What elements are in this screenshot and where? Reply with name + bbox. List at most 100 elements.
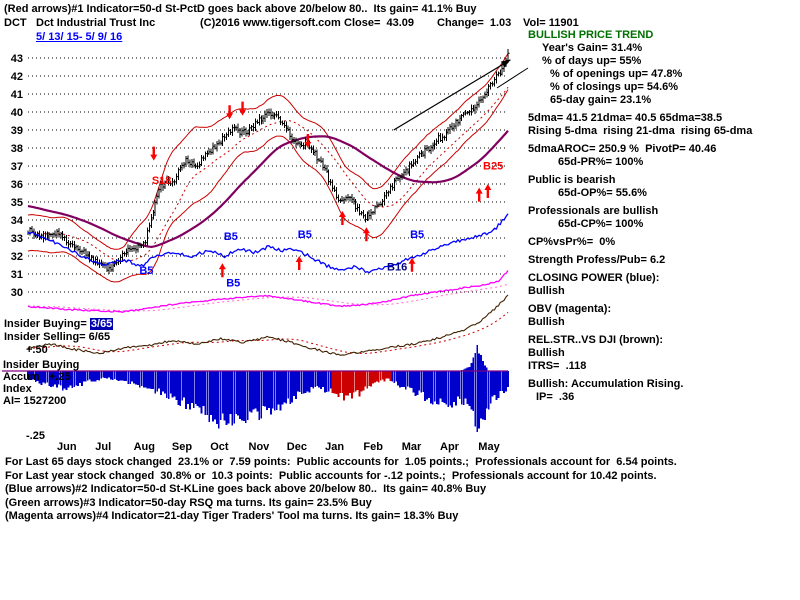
buy-arrow-icon [475, 187, 483, 202]
signal-label: B16 [387, 261, 407, 273]
right-panel-line: Bullish: Accumulation Rising. [528, 378, 684, 390]
right-panel-line: Bullish [528, 285, 565, 297]
buy-arrow-icon [484, 184, 492, 198]
buy-arrow-icon [295, 256, 303, 270]
x-month-label: Sep [172, 441, 192, 453]
right-panel-line: 5dmaAROC= 250.9 % PivotP= 40.46 [528, 143, 717, 155]
y-tick-label: 33 [11, 233, 23, 245]
annotation-pointer-line [496, 67, 529, 89]
insider-selling-line: Insider Selling= 6/65 [4, 331, 111, 343]
signal-label: B5 [298, 229, 312, 241]
company-name: Dct Industrial Trust Inc [36, 17, 156, 29]
signal-label: B5 [226, 278, 240, 290]
right-panel-line: 65d-OP%= 55.6% [558, 187, 647, 199]
bottom-summary-line: (Magenta arrows)#4 Indicator=21-day Tige… [5, 510, 459, 522]
right-panel-line: 5dma= 41.5 21dma= 40.5 65dma=38.5 [528, 112, 723, 124]
close-value: Close= 43.09 [344, 17, 415, 29]
right-panel: BULLISH PRICE TREND Year's Gain= 31.4%% o… [528, 29, 799, 404]
right-panel-line: % of openings up= 47.8% [550, 68, 683, 80]
signal-label: B5 [410, 229, 424, 241]
insider-buying-label: Insider Buying= [4, 318, 90, 330]
sell-arrow-icon [239, 101, 247, 116]
date-range-link[interactable]: 5/ 13/ 15- 5/ 9/ 16 [36, 31, 123, 43]
sell-arrow-icon [226, 105, 234, 120]
ai-histogram-distribution [331, 371, 392, 401]
bottom-summary: For Last 65 days stock changed 23.1% or … [5, 456, 677, 524]
y-tick-label: 36 [11, 179, 23, 191]
right-panel-line: Bullish [528, 347, 565, 359]
right-panel-line: Bullish [528, 316, 565, 328]
closing-power-line [27, 213, 509, 274]
x-month-label: Jul [95, 441, 111, 453]
ai-histogram-accumulation [27, 344, 509, 432]
ai-scale-minus25: -.25 [26, 430, 45, 442]
y-tick-label: 34 [11, 215, 24, 227]
x-month-label: Oct [210, 441, 229, 453]
right-panel-line: CP%vsPr%= 0% [528, 236, 616, 248]
x-month-label: Mar [402, 441, 422, 453]
right-panel-line: 65d-CP%= 100% [558, 218, 644, 230]
obv-ma-dotted-line [27, 283, 509, 312]
x-month-label: Jun [57, 441, 77, 453]
y-tick-label: 31 [11, 269, 23, 281]
relstr-line [27, 294, 509, 356]
buy-arrow-icon [362, 227, 370, 242]
y-tick-label: 42 [11, 71, 23, 83]
right-panel-line: % of days up= 55% [542, 55, 642, 67]
y-tick-label: 32 [11, 251, 23, 263]
right-panel-line: CLOSING POWER (blue): [528, 272, 660, 284]
right-panel-line: Public is bearish [528, 174, 616, 186]
right-panel-line: 65d-PR%= 100% [558, 156, 644, 168]
ai-pane-title-1: Insider Buying [3, 359, 80, 371]
y-tick-label: 40 [11, 107, 23, 119]
x-month-label: May [478, 441, 500, 453]
bottom-summary-line: (Blue arrows)#2 Indicator=50-d St-KLine … [5, 483, 487, 495]
bottom-summary-line: (Green arrows)#3 Indicator=50-day RSQ ma… [5, 496, 372, 509]
volume-value: Vol= 11901 [523, 17, 579, 29]
obv-line [27, 270, 509, 313]
right-panel-line: ITRS= .118 [528, 360, 587, 372]
candlesticks [27, 49, 509, 274]
y-tick-label: 43 [11, 53, 23, 65]
trend-line [393, 59, 511, 131]
y-tick-label: 39 [11, 125, 23, 137]
bottom-summary-line: For Last year stock changed 30.8% or 10.… [5, 469, 657, 482]
right-panel-line: Rising 5-dma rising 21-dma rising 65-dma [528, 125, 753, 137]
y-tick-label: 37 [11, 161, 23, 173]
insider-buying-line: Insider Buying= 3/65 [4, 318, 114, 330]
signal-label: B5 [224, 231, 238, 243]
ticker-symbol: DCT [4, 17, 27, 29]
signal-header-line: (Red arrows)#1 Indicator=50-d St-PctD go… [4, 3, 477, 15]
ai-pane-title-4: AI= 1527200 [3, 395, 67, 407]
sell-arrow-icon [304, 134, 312, 148]
buy-arrow-icon [408, 257, 416, 272]
insider-buying-value[interactable]: 3/65 [89, 318, 114, 330]
ai-pane-title-3: Index [3, 383, 32, 395]
ma21-dotted-line [27, 86, 509, 263]
y-tick-label: 30 [11, 287, 23, 299]
copyright-text: (C)2016 www.tigersoft.com [200, 17, 341, 29]
y-tick-label: 38 [11, 143, 23, 155]
right-panel-line: Year's Gain= 31.4% [542, 42, 643, 54]
trend-arrowhead-icon [500, 59, 511, 68]
sell-arrow-icon [150, 146, 158, 161]
ma65-line [27, 129, 509, 249]
right-panel-line: OBV (magenta): [528, 303, 612, 315]
x-month-label: Apr [440, 441, 460, 453]
lower-band-line [27, 89, 509, 283]
upper-band-line [27, 53, 509, 250]
right-panel-line: 65-day gain= 23.1% [550, 94, 652, 106]
signal-label: S18 [152, 175, 172, 187]
signal-label: B25 [483, 161, 503, 173]
buy-arrow-icon [218, 263, 226, 278]
right-panel-line: IP= .36 [536, 391, 575, 403]
right-panel-line: Strength Profess/Pub= 6.2 [528, 254, 666, 266]
x-month-label: Nov [249, 441, 271, 453]
buy-arrow-icon [338, 211, 346, 225]
y-tick-label: 35 [11, 197, 23, 209]
x-month-label: Aug [134, 441, 155, 453]
y-tick-label: 41 [11, 89, 23, 101]
change-value: Change= 1.03 [437, 17, 512, 29]
x-month-label: Feb [363, 441, 383, 453]
